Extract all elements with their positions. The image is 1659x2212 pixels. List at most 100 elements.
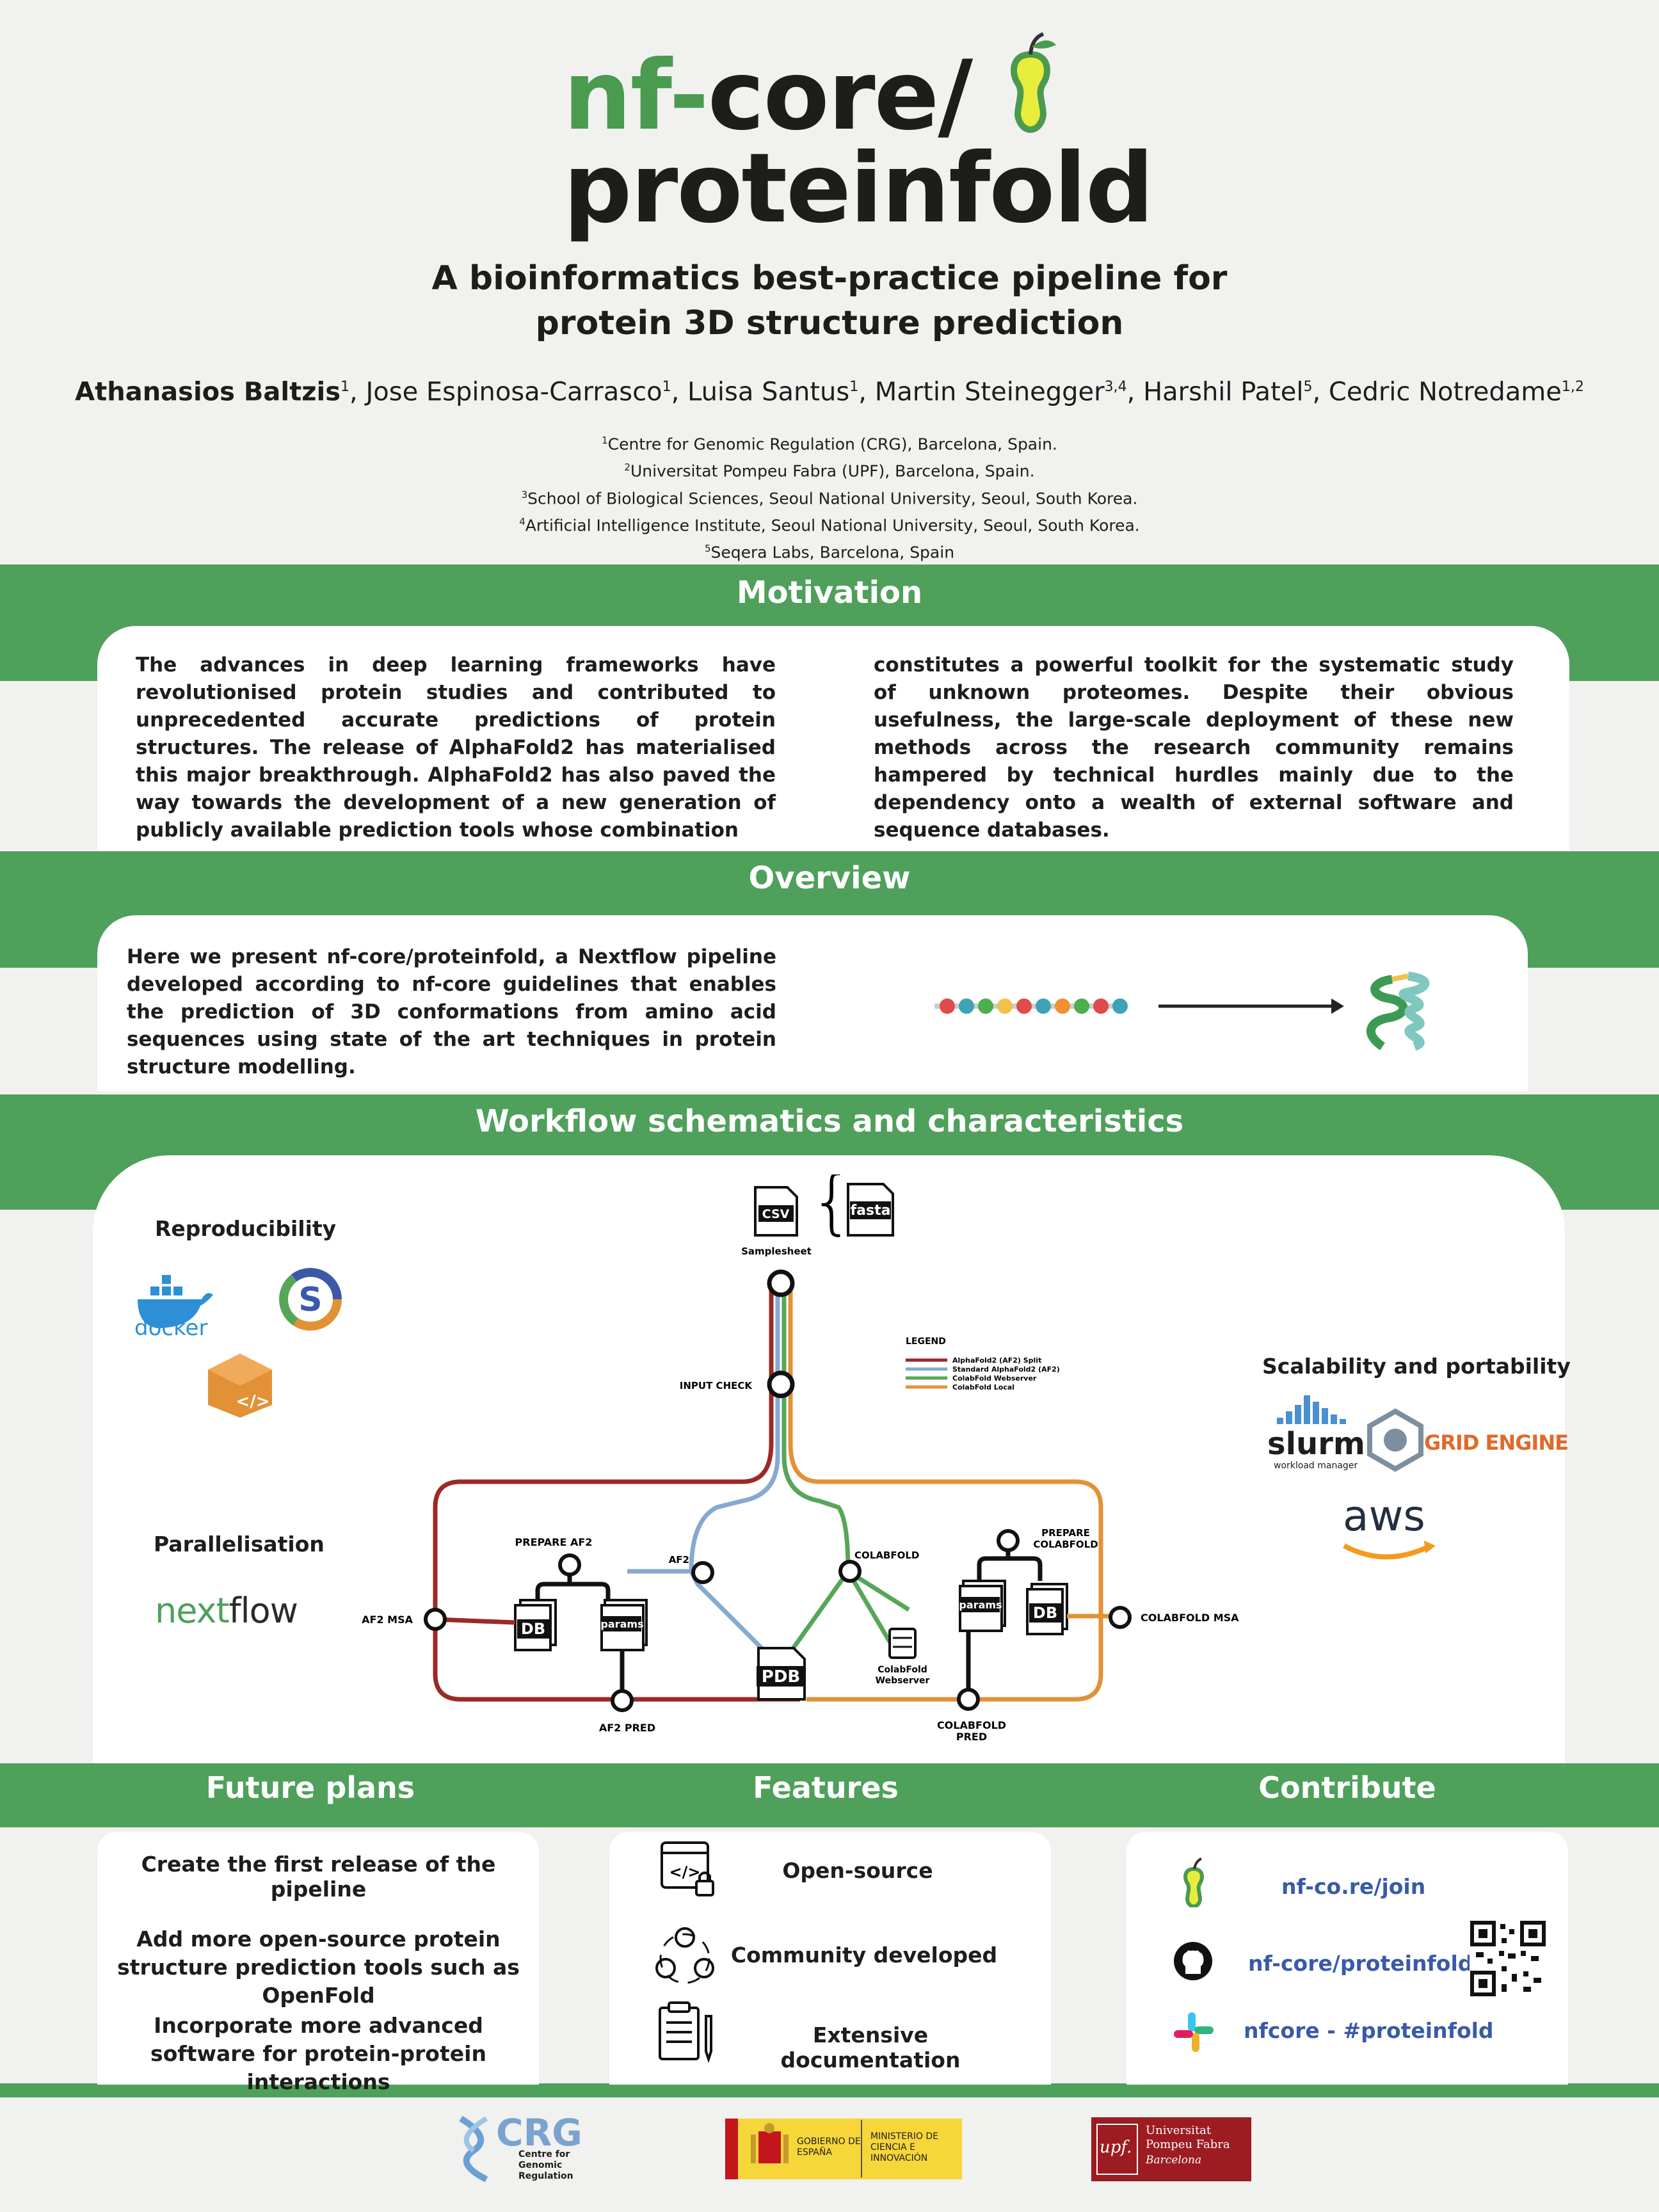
samplesheet-label: Samplesheet — [741, 1246, 812, 1257]
affil-sup: 1 — [602, 435, 608, 446]
grid-engine-label: GRID ENGINE — [1424, 1431, 1569, 1455]
motivation-col1: The advances in deep learning frameworks… — [136, 653, 776, 842]
grid-engine-icon — [1367, 1408, 1423, 1472]
colabfold-pred-node — [957, 1688, 980, 1711]
samplesheet-node — [767, 1269, 795, 1297]
aws-smile-icon — [1343, 1541, 1436, 1560]
pdb-file-icon: PDB — [757, 1647, 806, 1701]
logo-divider — [861, 2120, 862, 2177]
slack-link[interactable]: nfcore - #proteinfold — [1244, 2018, 1494, 2043]
github-link[interactable]: nf-core/proteinfold — [1248, 1951, 1473, 1976]
colabfold-pred-label: PRED — [956, 1731, 987, 1743]
affil-text: Seqera Labs, Barcelona, Spain — [710, 543, 955, 562]
aws-label: aws — [1343, 1491, 1425, 1541]
feature-item: Community developed — [730, 1943, 998, 1968]
upf-logo-text: upf. — [1100, 2138, 1132, 2157]
crg-dna-icon — [459, 2115, 488, 2183]
sequence-to-structure-illustration — [934, 972, 1430, 1051]
author-sup: 1 — [849, 379, 859, 395]
author: Cedric Notredame — [1328, 377, 1562, 407]
affiliations: 1Centre for Genomic Regulation (CRG), Ba… — [0, 429, 1659, 565]
author: Luisa Santus — [687, 377, 850, 407]
slurm-bars-icon — [1277, 1395, 1346, 1424]
open-source-code-icon: </> — [661, 1841, 714, 1896]
prepare-af2-node — [558, 1553, 581, 1576]
motivation-card — [97, 626, 1569, 856]
author-sup: 5 — [1303, 379, 1313, 395]
affil-text: School of Biological Sciences, Seoul Nat… — [527, 488, 1138, 508]
affil-sup: 2 — [624, 461, 630, 474]
docker-label: docker — [134, 1315, 208, 1341]
prepare-colabfold-label: COLABFOLD — [1033, 1539, 1098, 1550]
prepare-af2-label: PREPARE AF2 — [515, 1536, 593, 1548]
slurm-sublabel: workload manager — [1274, 1461, 1358, 1471]
svg-text:</>: </> — [669, 1863, 701, 1881]
csv-label: CSV — [762, 1207, 790, 1221]
feature-item: Extensive documentation — [780, 2023, 961, 2072]
title-core: core/ — [707, 40, 973, 152]
upf-name: Universitat Pompeu Fabra — [1146, 2124, 1230, 2151]
arrow-icon — [1158, 998, 1344, 1014]
crg-logo-text: CRG — [496, 2111, 582, 2154]
author-sup: 1 — [341, 379, 350, 395]
input-check-label: INPUT CHECK — [680, 1380, 753, 1391]
nextflow-logo-part: t — [216, 1591, 229, 1631]
upf-city: Barcelona — [1146, 2154, 1202, 2167]
legend-item: ColabFold Local — [952, 1383, 1014, 1391]
upf-logo — [1091, 2117, 1251, 2181]
scalability-label: Scalability and portability — [1262, 1354, 1571, 1379]
authors: Athanasios Baltzis1, Jose Espinosa-Carra… — [75, 377, 1584, 407]
af2-db-icon: DB — [514, 1599, 557, 1651]
amino-acid-chain-icon — [934, 998, 1128, 1014]
af2-pred-label: AF2 PRED — [599, 1722, 655, 1734]
affiliation: 1Centre for Genomic Regulation (CRG), Ba… — [0, 429, 1659, 456]
community-icon — [655, 1927, 714, 1984]
title-line-2: proteinfold — [563, 133, 1154, 244]
conda-package-icon: </> — [208, 1354, 272, 1418]
reproducibility-label: Reproducibility — [155, 1216, 337, 1241]
legend-item: AlphaFold2 (AF2) Split — [952, 1356, 1041, 1365]
bottom-bar — [0, 1763, 1659, 1827]
future-item: Add more open-source protein structure p… — [117, 1927, 520, 2008]
contribute-heading: Contribute — [1258, 1770, 1436, 1805]
colabfold-pred-label: COLABFOLD — [937, 1719, 1006, 1731]
csv-file-icon: CSV — [754, 1186, 798, 1237]
db-label: DB — [1033, 1604, 1057, 1622]
webserver-label: Webserver — [876, 1676, 930, 1686]
qr-code-icon — [1470, 1920, 1546, 1997]
params-label: params — [600, 1618, 643, 1630]
svg-text:S: S — [298, 1281, 322, 1319]
author-sup: 3,4 — [1104, 379, 1127, 395]
author: Jose Espinosa-Carrasco — [365, 377, 662, 407]
join-link[interactable]: nf-co.re/join — [1281, 1874, 1426, 1899]
af2-params-icon: params — [600, 1599, 648, 1651]
webserver-label: ColabFold — [878, 1665, 927, 1675]
title-line-1: nf-core/ — [563, 45, 973, 147]
fasta-label: fasta — [851, 1203, 891, 1219]
colabfold-msa-node — [1109, 1606, 1132, 1629]
singularity-icon: S — [279, 1268, 342, 1331]
af2-label: AF2 — [669, 1554, 689, 1566]
subtitle-line-2: protein 3D structure prediction — [535, 304, 1124, 342]
colabfold-msa-label: COLABFOLD MSA — [1141, 1612, 1239, 1624]
motivation-col2: constitutes a powerful toolkit for the s… — [874, 653, 1514, 842]
nf-core-apple-icon — [1183, 1857, 1204, 1907]
spain-flag-stripe — [725, 2119, 738, 2179]
colabfold-params-icon: params — [959, 1580, 1006, 1632]
input-check-node — [767, 1370, 795, 1399]
spain-coat-of-arms-icon — [751, 2123, 789, 2163]
affil-text: Artificial Intelligence Institute, Seoul… — [525, 516, 1140, 535]
affil-sup: 5 — [704, 543, 711, 555]
nextflow-logo-part: flow — [228, 1591, 298, 1631]
affiliation: 3School of Biological Sciences, Seoul Na… — [0, 483, 1659, 510]
legend-item: ColabFold Webserver — [952, 1374, 1037, 1382]
fasta-file-icon: fasta — [847, 1183, 894, 1237]
protein-structure-icon — [1366, 972, 1430, 1051]
github-icon — [1174, 1942, 1212, 1980]
documentation-icon — [659, 2001, 712, 2064]
prepare-colabfold-label: PREPARE — [1041, 1527, 1090, 1539]
author-sup: 1,2 — [1561, 379, 1584, 395]
gobierno-text: GOBIERNO DE ESPAÑA — [797, 2136, 861, 2158]
workflow-diagram: CSV Samplesheet { fasta INPUT CHECK LEGE… — [362, 1174, 1239, 1743]
workflow-card — [93, 1155, 1565, 1763]
